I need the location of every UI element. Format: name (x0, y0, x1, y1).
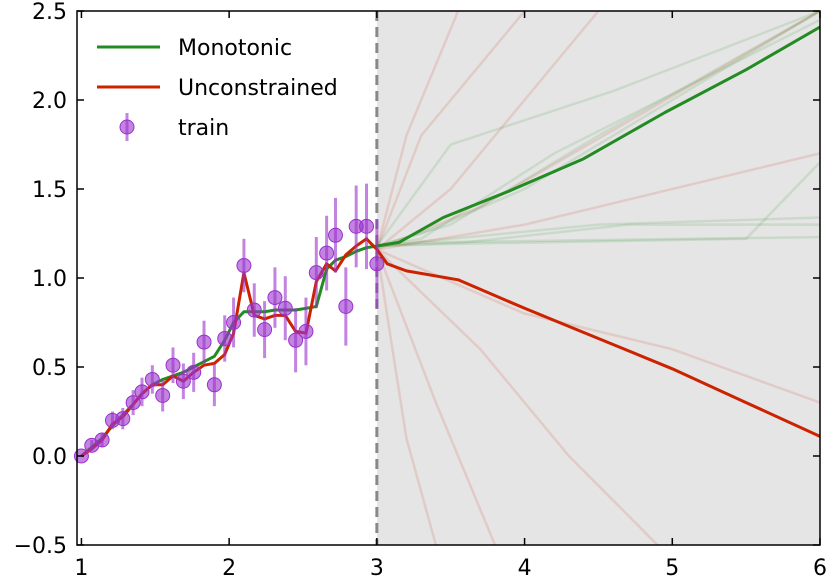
train-point (196, 320, 212, 364)
train-marker (359, 218, 375, 234)
train-marker (206, 377, 222, 393)
train-marker (144, 371, 160, 387)
train-point (267, 267, 283, 328)
unconstrained-sample-line (375, 11, 526, 250)
train-point (144, 365, 160, 394)
train-point (165, 347, 181, 384)
train-marker (338, 298, 354, 314)
y-tick-label: 1.5 (32, 178, 67, 203)
train-marker (236, 258, 252, 274)
legend-item-train: train (119, 113, 229, 141)
y-tick-label: 1.0 (32, 267, 67, 292)
unconstrained-sample-line (376, 152, 820, 251)
legend-label: Monotonic (178, 36, 292, 61)
train-point (186, 352, 202, 392)
train-point (277, 276, 293, 341)
train-marker (217, 331, 233, 347)
train-point (246, 283, 262, 337)
train-marker (155, 387, 171, 403)
train-marker (277, 300, 293, 316)
monotonic-sample-line (376, 223, 820, 248)
train-point (125, 390, 141, 416)
x-tick-label: 5 (665, 556, 679, 581)
y-tick-label: 2.5 (32, 0, 67, 25)
train-marker (267, 290, 283, 306)
train-marker (327, 227, 343, 243)
train-marker (298, 323, 314, 339)
monotonic-sample-line (376, 161, 820, 248)
train-point (134, 377, 150, 407)
legend-label: train (178, 116, 229, 141)
unconstrained-sample-line (376, 248, 659, 545)
train-point (359, 183, 375, 270)
unconstrained-sample-line (375, 11, 460, 250)
train-marker (196, 334, 212, 350)
y-tick-label: −0.5 (14, 534, 67, 559)
y-tick-label: 0.5 (32, 356, 67, 381)
train-marker (94, 432, 110, 448)
axis-ticks: 1 2 3 4 5 6 −0.5 0.0 0.5 1.0 1.5 2.0 2.5 (14, 0, 827, 581)
train-point (288, 308, 304, 373)
train-point (369, 219, 385, 309)
legend-item-unconstrained: Unconstrained (97, 76, 338, 101)
train-marker (125, 395, 141, 411)
unconstrained-sample-line (376, 248, 820, 404)
x-tick-label: 4 (518, 556, 532, 581)
legend-item-monotonic: Monotonic (97, 36, 292, 61)
unconstrained-sample-line (375, 249, 438, 545)
y-tick-label: 0.0 (32, 445, 67, 470)
train-point (348, 185, 364, 268)
train-point (94, 432, 110, 448)
train-marker (369, 256, 385, 272)
x-tick-label: 1 (74, 556, 88, 581)
y-tick-label: 2.0 (32, 89, 67, 114)
legend-label: Unconstrained (178, 76, 338, 101)
train-marker (288, 332, 304, 348)
train-point (236, 238, 252, 293)
train-marker (319, 245, 335, 261)
x-tick-label: 6 (813, 556, 827, 581)
train-points (73, 183, 385, 464)
train-point (298, 297, 314, 366)
train-marker (246, 302, 262, 318)
train-point (155, 379, 171, 412)
train-marker (175, 373, 191, 389)
legend: Monotonic Unconstrained train (97, 36, 338, 141)
train-marker (134, 384, 150, 400)
train-marker (165, 357, 181, 373)
train-marker (257, 322, 273, 338)
x-tick-label: 3 (370, 556, 384, 581)
unconstrained-sample-line (376, 11, 600, 251)
train-point (308, 237, 324, 309)
monotonic-sample-line (376, 11, 820, 248)
train-point (226, 297, 242, 348)
train-point (338, 267, 354, 346)
train-marker (186, 364, 202, 380)
train-marker (115, 411, 131, 427)
unconstrained-sample-line (375, 249, 497, 545)
monotonic-sample-line (375, 11, 820, 247)
train-point (319, 215, 335, 291)
legend-swatch (119, 119, 135, 135)
monotonic-sample-line (376, 216, 820, 248)
train-point (217, 315, 233, 362)
train-point (206, 363, 222, 407)
train-point (115, 407, 131, 430)
train-point (175, 363, 191, 400)
train-point (257, 301, 273, 359)
train-marker (308, 265, 324, 281)
train-marker (226, 315, 242, 330)
train-point (327, 197, 343, 273)
x-tick-label: 2 (222, 556, 236, 581)
